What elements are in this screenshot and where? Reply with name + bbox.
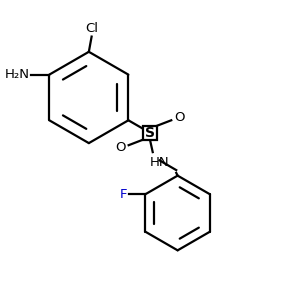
- Text: H₂N: H₂N: [5, 68, 30, 81]
- Bar: [143, 126, 157, 140]
- Text: S: S: [145, 126, 155, 140]
- Text: F: F: [120, 188, 127, 201]
- Text: O: O: [174, 111, 184, 124]
- Text: O: O: [115, 141, 126, 154]
- Text: Cl: Cl: [85, 22, 98, 35]
- Text: HN: HN: [150, 156, 170, 169]
